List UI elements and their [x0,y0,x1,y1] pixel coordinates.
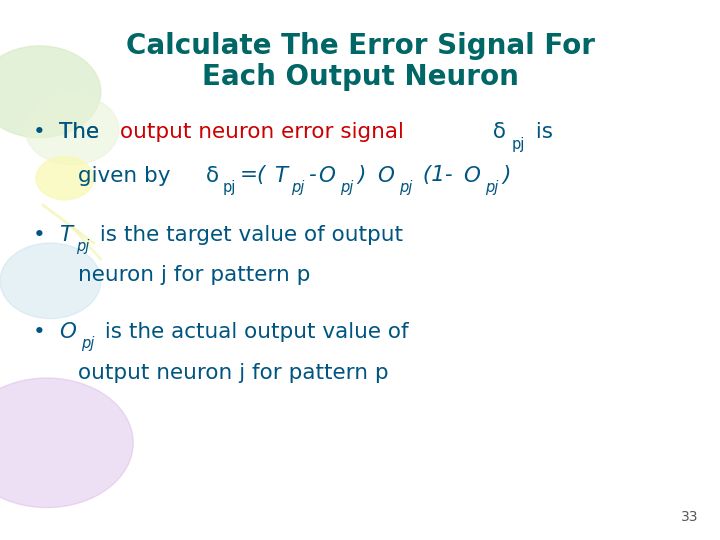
Text: pj: pj [399,180,413,195]
Text: δ: δ [206,165,219,186]
Text: ): ) [503,165,510,186]
Text: The: The [59,122,106,143]
Text: pj: pj [223,180,236,195]
Text: •: • [32,122,45,143]
Text: pj: pj [512,137,525,152]
Text: 33: 33 [681,510,698,524]
Text: (1-: (1- [416,165,453,186]
Text: ): ) [357,165,373,186]
Circle shape [0,378,133,508]
Text: is the target value of output: is the target value of output [93,225,403,245]
Text: Each Output Neuron: Each Output Neuron [202,63,518,91]
Text: O: O [318,165,336,186]
Text: given by: given by [78,165,177,186]
Circle shape [0,46,101,138]
Text: pj: pj [291,180,305,195]
Text: T: T [274,165,287,186]
Text: •: • [32,322,45,342]
Text: is: is [529,122,553,143]
Text: The: The [59,122,106,143]
Text: is the actual output value of: is the actual output value of [98,322,409,342]
Text: •: • [32,225,45,245]
Text: O: O [59,322,76,342]
Text: pj: pj [76,239,89,254]
Circle shape [25,94,119,165]
Text: =(: =( [240,165,266,186]
Text: output neuron j for pattern p: output neuron j for pattern p [78,362,388,383]
Text: pj: pj [340,180,354,195]
Text: neuron j for pattern p: neuron j for pattern p [78,265,310,286]
Circle shape [0,243,101,319]
Text: δ: δ [486,122,506,143]
Text: -: - [308,165,316,186]
Text: O: O [377,165,394,186]
Text: pj: pj [485,180,498,195]
Circle shape [36,157,94,200]
Text: O: O [464,165,480,186]
Text: T: T [59,225,72,245]
Text: output neuron error signal: output neuron error signal [120,122,404,143]
Text: Calculate The Error Signal For: Calculate The Error Signal For [125,32,595,60]
Text: pj: pj [81,336,94,352]
